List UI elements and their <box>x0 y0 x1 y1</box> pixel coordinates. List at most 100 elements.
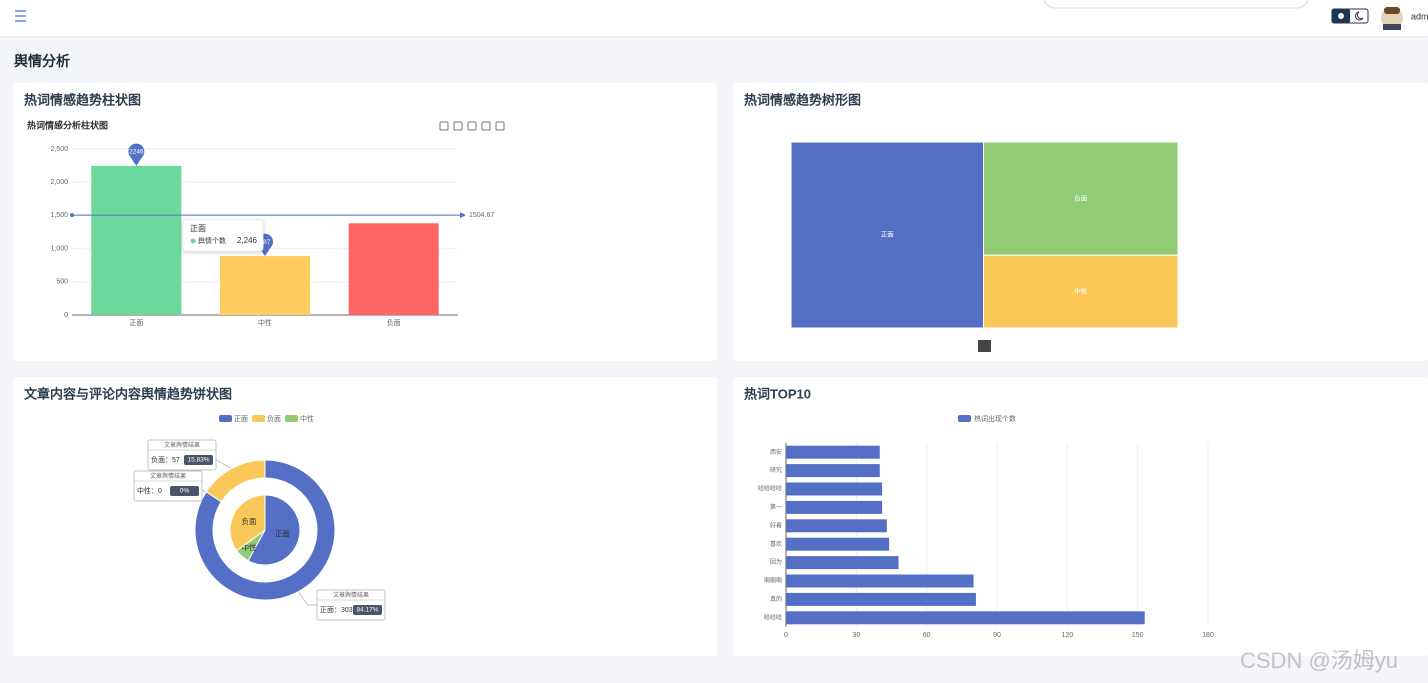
mark-point <box>128 143 145 166</box>
panel-title: 文章内容与评论内容舆情趋势饼状图 <box>24 386 232 401</box>
toolbox-icon[interactable] <box>453 121 463 131</box>
toolbox-icon[interactable] <box>439 121 449 131</box>
bar <box>786 592 976 606</box>
bar <box>786 464 880 478</box>
x-tick-label: 90 <box>993 632 1001 639</box>
bar <box>348 223 439 315</box>
y-tick-label: 1,500 <box>50 212 68 219</box>
tooltip-series: 舆情个数 <box>198 236 226 245</box>
bar <box>219 256 311 315</box>
card: 文章内容与评论内容舆情趋势饼状图 正面 负面 中性 文章舆情结果 正面：303 84.17%… <box>13 377 717 656</box>
legend-label[interactable]: 正面 <box>234 415 248 423</box>
tooltip-box <box>182 219 264 252</box>
callout-value: 中性：0 <box>137 486 162 495</box>
bar <box>786 611 1145 625</box>
bar <box>786 574 974 588</box>
bar <box>786 500 883 514</box>
x-tick-label: 60 <box>923 632 931 639</box>
panel-title: 热词情感趋势柱状图 <box>24 92 141 107</box>
y-tick-label: 因为 <box>770 558 782 566</box>
panel-title: 热词TOP10 <box>744 386 811 401</box>
legend-swatch[interactable] <box>219 415 232 422</box>
x-tick-label: 中性 <box>258 318 272 327</box>
watermark: CSDN @汤姆yu <box>1240 648 1399 673</box>
bar <box>786 482 883 496</box>
treemap-node <box>790 141 985 329</box>
x-tick-label: 120 <box>1061 632 1073 639</box>
card: 热词TOP10 热词出现个数 0 30 60 90 120 150 180 哈哈哈 真的 啊啊啊 因为 喜… <box>733 377 1428 656</box>
breadcrumb[interactable] <box>978 340 991 352</box>
x-tick-label: 30 <box>852 632 860 639</box>
user-name[interactable]: admin <box>1411 11 1428 21</box>
y-tick-label: 啊啊啊 <box>764 578 782 585</box>
callout-value: 正面：303 <box>320 606 353 614</box>
y-tick-label: 第一 <box>770 503 782 511</box>
mark-point-label: 2246 <box>129 149 144 156</box>
mean-line-label: 1504.67 <box>469 212 494 219</box>
percent-badge <box>170 486 199 496</box>
callout-value: 负面：57 <box>151 455 180 464</box>
bar <box>91 165 182 315</box>
slice-label: 负面 <box>241 516 256 526</box>
top-bar: admin <box>0 0 1428 36</box>
tooltip-title: 正面 <box>190 224 206 233</box>
bar <box>786 519 887 533</box>
chart: 热词TOP10 热词出现个数 0 30 60 90 120 150 180 哈哈哈 真的 啊啊啊 因为 喜… <box>744 386 1214 639</box>
percent-badge <box>184 455 213 465</box>
y-tick-label: 哈哈哈哈 <box>758 485 782 493</box>
theme-toggle[interactable] <box>1331 8 1369 24</box>
card: 热词情感趋势柱状图 热词情感分析柱状图 0 500 1,000 1,500 2,000 2,5… <box>13 83 717 361</box>
legend-swatch[interactable] <box>252 415 265 422</box>
legend-label[interactable]: 负面 <box>267 414 281 423</box>
x-tick-label: 负面 <box>387 318 401 327</box>
callout-title: 文章舆情结果 <box>164 441 200 449</box>
menu-icon[interactable] <box>15 10 26 22</box>
pie-slice <box>247 494 301 566</box>
slice-label: 正面 <box>275 529 290 538</box>
toolbox-icon[interactable] <box>495 121 505 131</box>
y-tick-label: 哈哈哈 <box>764 613 782 621</box>
page-title: 舆情分析 <box>14 53 70 69</box>
y-tick-label: 2,500 <box>50 146 68 153</box>
y-tick-label: 2,000 <box>50 179 68 186</box>
legend-swatch[interactable] <box>958 415 971 422</box>
x-tick-label: 0 <box>784 632 788 639</box>
treemap-label: 负面 <box>1074 193 1088 202</box>
legend-swatch[interactable] <box>285 415 298 422</box>
x-tick-label: 正面 <box>129 319 143 327</box>
top-bar-graphics: admin <box>15 0 1428 30</box>
treemap-label: 正面 <box>881 231 895 239</box>
treemap-node <box>983 254 1179 329</box>
treemap-label: 中性 <box>1074 286 1088 295</box>
tooltip-value: 2,246 <box>237 236 258 245</box>
pie-slice <box>229 494 266 552</box>
x-tick-label: 180 <box>1202 632 1214 639</box>
legend-label[interactable]: 热词出现个数 <box>974 414 1016 423</box>
card: 热词情感趋势树形图 正面 负面 中性 <box>733 83 1428 361</box>
percent-label: 84.17% <box>356 607 378 614</box>
callout-title: 文章舆情结果 <box>333 591 369 599</box>
y-tick-label: 0 <box>64 312 68 319</box>
avatar[interactable] <box>1381 7 1403 30</box>
callout-title: 文章舆情结果 <box>150 472 186 480</box>
y-tick-label: 研究 <box>770 466 782 474</box>
toolbox-icon[interactable] <box>481 121 491 131</box>
y-tick-label: 500 <box>56 279 68 286</box>
bar <box>786 556 899 570</box>
chart-title: 热词情感分析柱状图 <box>27 119 108 130</box>
x-tick-label: 150 <box>1132 632 1144 639</box>
pie-slice <box>194 459 336 601</box>
percent-label: 0% <box>180 488 190 495</box>
treemap-node <box>983 141 1179 256</box>
y-tick-label: 好看 <box>770 521 782 529</box>
toolbox-icon[interactable] <box>467 121 477 131</box>
y-tick-label: 真的 <box>770 595 782 603</box>
legend-label[interactable]: 中性 <box>300 414 314 423</box>
